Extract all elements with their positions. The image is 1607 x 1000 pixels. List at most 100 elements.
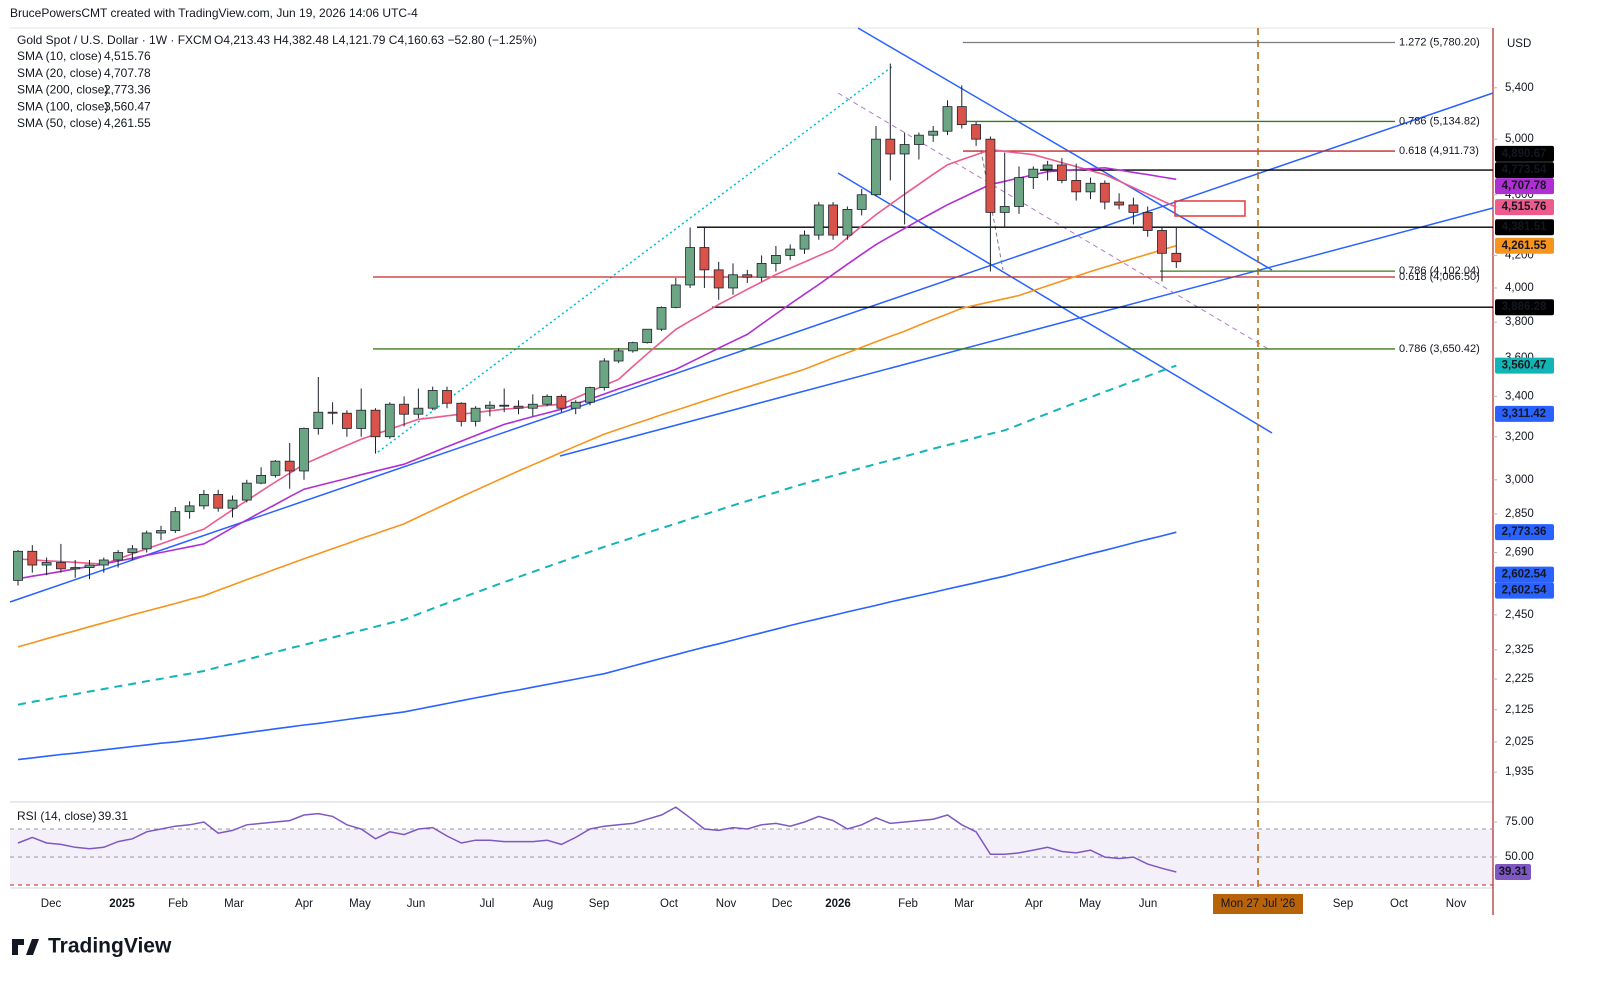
rsi-badge-label: 39.31 [1499,866,1528,878]
candle-body [742,274,753,278]
legend-value: 4,261.55 [104,116,151,130]
candle-body [170,511,181,531]
x-tick-label: Jun [407,898,426,910]
x-tick-label: Feb [168,898,188,910]
candle-body [685,247,695,286]
price-badge [1495,162,1554,179]
candle-body [1099,182,1110,203]
y-tick-label: 2,690 [1505,547,1534,559]
fib-label: 0.786 (3,650.42) [1399,343,1480,355]
x-tick-label: May [1079,898,1101,910]
candle-body [113,552,123,561]
candle-body [241,482,252,501]
symbol-title: Gold Spot / U.S. Dollar · 1W · FXCM [17,33,212,47]
candle-body [1085,182,1096,193]
candle-body [885,138,896,155]
x-tick-label: May [349,898,371,910]
y-tick-label: 3,800 [1505,316,1534,328]
candle-body [27,550,38,566]
x-tick-label: Sep [1333,898,1353,910]
candle-body [184,505,195,513]
candle-body [327,411,338,414]
candle-body [914,134,924,145]
candle-body [1071,180,1082,193]
y-tick-label: 2,025 [1505,736,1534,748]
price-badge-label: 2,602.54 [1502,569,1547,581]
fib-label: 0.786 (5,134.82) [1399,115,1480,127]
candle-body [513,405,524,409]
candle-body [13,550,23,581]
candle-body [413,407,424,415]
candle-body [799,234,810,250]
candle-body [141,532,152,550]
candle-body [442,390,452,404]
y-tick-label: 1,935 [1505,766,1534,778]
candle-body [771,255,781,264]
candle-body [370,409,381,438]
candles [13,63,1182,586]
candle-body [828,204,838,236]
candle-body [299,428,309,472]
y-tick-label: 4,000 [1505,282,1534,294]
price-badge [1495,299,1554,316]
candle-body [971,124,981,140]
candle-body [656,307,667,330]
x-tick-label: Jun [1139,898,1158,910]
rsi-tick-label: 50.00 [1505,851,1534,863]
candle-body [227,499,238,509]
x-tick-label: Oct [660,898,679,910]
legend-value: 2,773.36 [104,83,151,97]
y-tick-label: 2,325 [1505,644,1534,656]
price-badge-label: 3,886.28 [1502,301,1547,313]
trend-line [837,172,1273,434]
rsi-badge [1495,864,1531,881]
y-tick-label: 4,200 [1505,249,1534,261]
rsi-line [17,806,1177,873]
x-tick-label: Nov [716,898,737,910]
y-tick-label: 5,000 [1505,133,1534,145]
candle-body [628,342,638,352]
candle-body [484,404,495,409]
candle-body [1114,201,1124,206]
ohlc-text: O4,213.43 H4,382.48 L4,121.79 C4,160.63 … [214,33,537,47]
logo-icon [12,939,39,955]
x-tick-label: Sep [589,898,609,910]
price-badge [1495,199,1554,216]
rsi-tick-label: 75.00 [1505,816,1534,828]
legend-name: SMA (100, close) [17,99,108,113]
currency-label: USD [1507,38,1531,50]
candle-body [813,204,824,236]
y-tick-label: 3,200 [1505,431,1534,443]
candle-body [999,206,1010,213]
legend-value: 3,560.47 [104,99,151,113]
candle-body [198,494,209,507]
price-badge [1495,219,1554,236]
x-tick-label: Feb [898,898,918,910]
candle-body [928,130,939,136]
x-tick-label: Aug [533,898,553,910]
legend-name: SMA (20, close) [17,66,102,80]
y-tick-label: 2,225 [1505,673,1534,685]
rsi-title: RSI (14, close) [17,809,96,823]
candle-body [127,548,138,553]
price-badge-label: 4,381.51 [1502,221,1547,233]
rsi-band [10,829,1493,886]
x-tick-label: Mar [954,898,974,910]
y-tick-label: 2,125 [1505,704,1534,716]
date-marker-label: Mon 27 Jul '26 [1221,898,1295,910]
candle-body [527,403,538,409]
sma-line [17,166,1177,580]
candle-body [356,409,367,429]
x-tick-label: Dec [772,898,793,910]
y-tick-label: 2,450 [1505,609,1534,621]
drawings [9,27,1494,603]
sma-line [17,531,1177,761]
sma-line [17,244,1177,648]
candle-body [1014,177,1024,207]
price-badge [1495,178,1554,195]
price-badge-label: 4,707.78 [1502,180,1547,192]
legend-value: 4,707.78 [104,66,151,80]
candle-body [670,284,681,308]
price-badge-label: 4,515.76 [1502,201,1547,213]
price-badge-label: 4,773.54 [1502,164,1547,176]
